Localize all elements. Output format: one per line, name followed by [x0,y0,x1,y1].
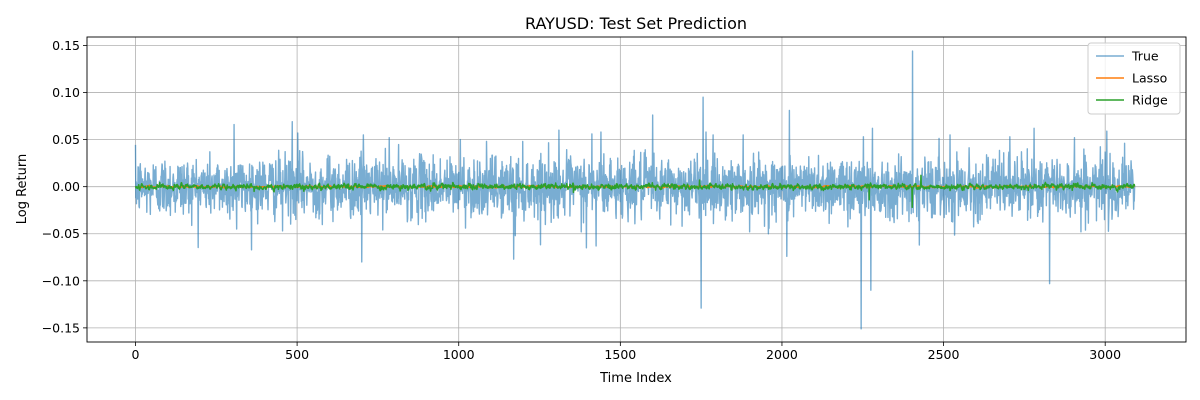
legend-box [1087,42,1181,115]
plot-area [134,50,1136,330]
y-tick-label: 0.10 [52,85,80,100]
x-tick-label: 3000 [1089,347,1121,362]
series-line-true [134,50,1136,330]
legend-label: Lasso [1132,71,1167,86]
series-line-ridge [134,174,1136,209]
legend-label: True [1131,49,1159,64]
y-tick-label: −0.15 [42,320,80,335]
x-tick-label: 2000 [766,347,798,362]
x-tick-label: 0 [132,347,140,362]
y-tick-label: 0.05 [52,132,80,147]
y-tick-label: 0.15 [52,38,80,53]
x-tick-label: 1500 [604,347,636,362]
chart-title: RAYUSD: Test Set Prediction [525,14,747,33]
x-tick-label: 2500 [928,347,960,362]
y-axis-label: Log Return [15,154,30,225]
x-axis-label: Time Index [599,371,672,386]
y-tick-label: −0.10 [42,273,80,288]
legend-label: Ridge [1132,93,1168,108]
y-tick-label: 0.00 [52,179,80,194]
legend: True Lasso Ridge [1087,42,1181,115]
axes-frame [86,36,1187,343]
x-tick-label: 500 [285,347,309,362]
x-tick-label: 1000 [443,347,475,362]
y-tick-label: −0.05 [42,226,80,241]
axis-ticks: 0 500 1000 1500 2000 2500 3000 −0.15 −0.10 −0.05 0… [42,38,1121,362]
